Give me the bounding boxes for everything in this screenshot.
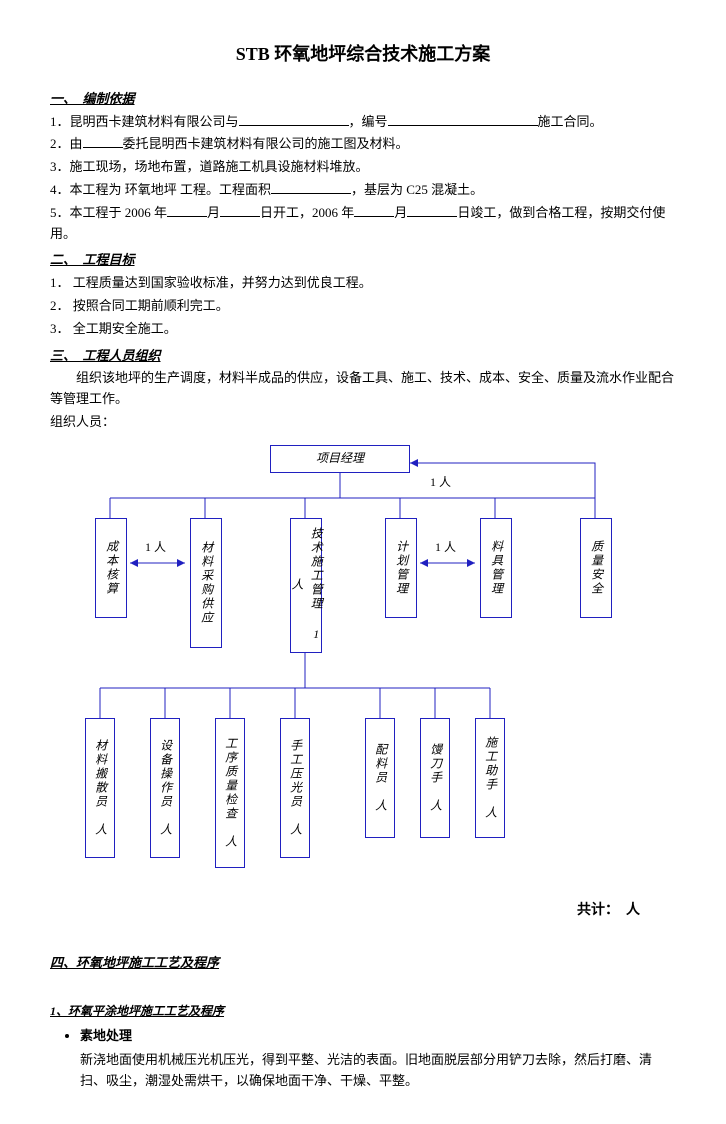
s2-l2: 2． 按照合同工期前顺利完工。	[50, 296, 676, 317]
s1-l5d: 月	[394, 205, 407, 220]
s2-l3: 3． 全工期安全施工。	[50, 319, 676, 340]
blank	[167, 203, 207, 217]
blank	[239, 112, 349, 126]
org-r2-n3: 工序质量检查 人	[215, 718, 245, 868]
s3-p2: 组织人员：	[50, 412, 676, 433]
org-r1-c45: 1 人	[435, 538, 456, 557]
s1-l1b: ，编号	[349, 114, 388, 129]
s3-p1: 组织该地坪的生产调度，材料半成品的供应，设备工具、施工、技术、成本、安全、质量及…	[50, 368, 676, 410]
blank	[83, 134, 123, 148]
blank	[388, 112, 538, 126]
blank	[407, 203, 457, 217]
s1-l1c: 施工合同。	[538, 114, 603, 129]
org-r1-n6: 质量安全	[580, 518, 612, 618]
org-r2-n6: 馒刀手 人	[420, 718, 450, 838]
section-4-sub1: 1、环氧平涂地坪施工工艺及程序	[50, 1002, 676, 1021]
blank	[271, 180, 351, 194]
s1-l5b: 月	[207, 205, 220, 220]
s1-line4: 4．本工程为 环氧地坪 工程。工程面积 ，基层为 C25 混凝土。	[50, 180, 676, 201]
org-top-node: 项目经理	[270, 445, 410, 473]
s4-bullets: 素地处理	[50, 1026, 676, 1047]
org-r2-n2: 设备操作员 人	[150, 718, 180, 858]
section-3-heading: 三、 工程人员组织	[50, 346, 676, 367]
org-r2-n4: 手工压光员 人	[280, 718, 310, 858]
s1-l4b: ，基层为 C25 混凝土。	[351, 182, 483, 197]
blank	[220, 203, 260, 217]
s4-b1-text: 新浇地面使用机械压光机压光，得到平整、光洁的表面。旧地面脱层部分用铲刀去除，然后…	[80, 1050, 676, 1092]
s1-line2: 2．由 委托昆明西卡建筑材料有限公司的施工图及材料。	[50, 134, 676, 155]
section-2-heading: 二、 工程目标	[50, 250, 676, 271]
s1-line1: 1．昆明西卡建筑材料有限公司与 ，编号 施工合同。	[50, 112, 676, 133]
org-r2-n1: 材料搬散员 人	[85, 718, 115, 858]
org-chart: 项目经理 1 人 成本核算 材料采购供应 技术施工管理 1人 计划管理 料具管理…	[50, 443, 670, 943]
org-top-count: 1 人	[430, 473, 451, 492]
blank	[354, 203, 394, 217]
s1-l4a: 4．本工程为 环氧地坪 工程。工程面积	[50, 182, 271, 197]
org-r1-c12: 1 人	[145, 538, 166, 557]
s1-line5: 5．本工程于 2006 年月日开工，2006 年月日竣工，做到合格工程，按期交付…	[50, 203, 676, 245]
s1-l1a: 1．昆明西卡建筑材料有限公司与	[50, 114, 239, 129]
s1-l5a: 5．本工程于 2006 年	[50, 205, 167, 220]
org-r2-n5: 配料员 人	[365, 718, 395, 838]
org-r1-n2: 材料采购供应	[190, 518, 222, 648]
s1-l2a: 2．由	[50, 136, 83, 151]
s1-l2b: 委托昆明西卡建筑材料有限公司的施工图及材料。	[123, 136, 409, 151]
section-1-heading: 一、 编制依据	[50, 89, 676, 110]
org-r1-n4: 计划管理	[385, 518, 417, 618]
org-total: 共计： 人	[577, 900, 640, 922]
org-r1-n3: 技术施工管理 1人	[290, 518, 322, 653]
page-title: STB 环氧地坪综合技术施工方案	[50, 40, 676, 69]
s4-b1-title: 素地处理	[80, 1028, 132, 1043]
s2-l1: 1． 工程质量达到国家验收标准，并努力达到优良工程。	[50, 273, 676, 294]
s1-line3: 3．施工现场，场地布置，道路施工机具设施材料堆放。	[50, 157, 676, 178]
s1-l5c: 日开工，2006 年	[260, 205, 354, 220]
org-r1-n5: 料具管理	[480, 518, 512, 618]
section-4-heading: 四、环氧地坪施工工艺及程序	[50, 953, 676, 974]
org-r2-n7: 施工助手 人	[475, 718, 505, 838]
org-chart-lines	[50, 443, 670, 943]
org-r1-n1: 成本核算	[95, 518, 127, 618]
